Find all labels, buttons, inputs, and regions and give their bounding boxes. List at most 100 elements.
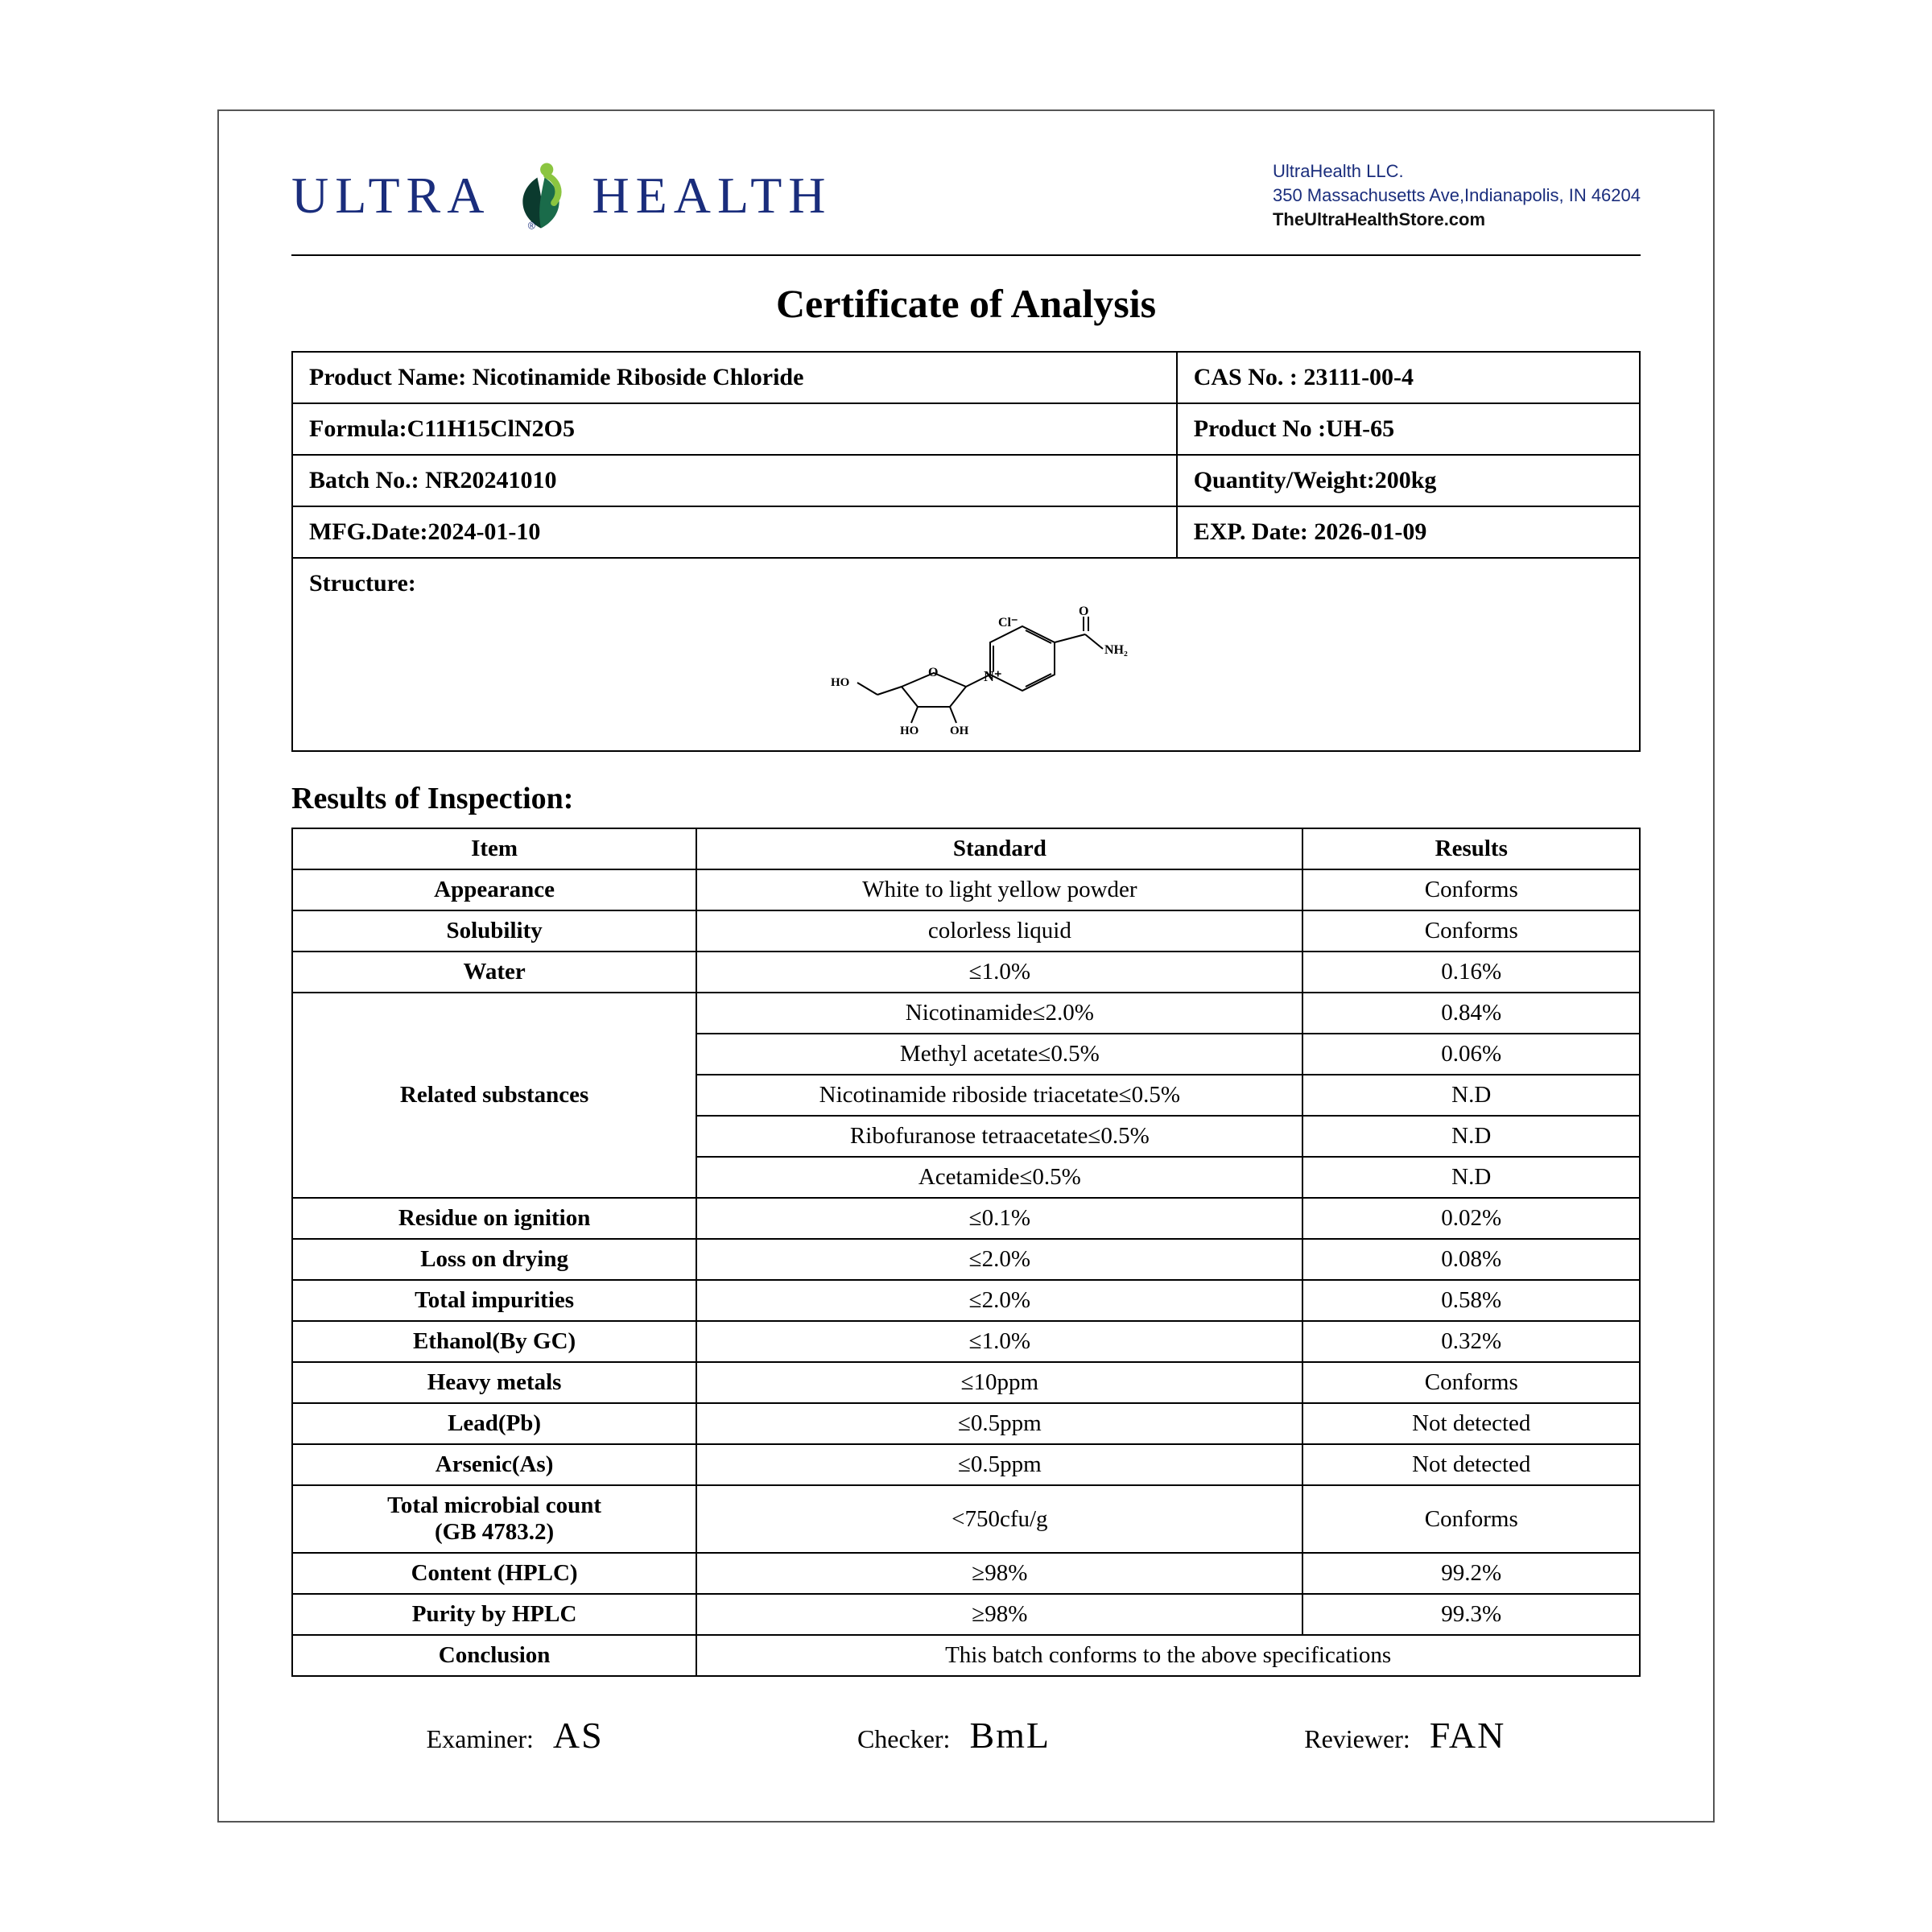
formula-cell: Formula:C11H15ClN2O5 — [292, 403, 1177, 455]
table-cell: ≥98% — [696, 1553, 1302, 1594]
table-cell: ≤2.0% — [696, 1280, 1302, 1321]
table-cell: 0.84% — [1302, 993, 1640, 1034]
structure-cell: Structure: N⁺ — [292, 558, 1640, 751]
leaf-icon: ® — [505, 159, 577, 232]
company-url: TheUltraHealthStore.com — [1273, 208, 1641, 232]
table-row: Related substancesNicotinamide≤2.0%0.84% — [292, 993, 1640, 1034]
logo-block: ULTRA ® HEALTH — [291, 159, 832, 232]
table-cell: 0.32% — [1302, 1321, 1640, 1362]
table-cell: N.D — [1302, 1075, 1640, 1116]
table-cell: Content (HPLC) — [292, 1553, 696, 1594]
table-cell: ≤0.5ppm — [696, 1444, 1302, 1485]
table-cell: Ribofuranose tetraacetate≤0.5% — [696, 1116, 1302, 1157]
molecule-structure-icon: N⁺ O NH₂ Cl⁻ O — [781, 602, 1151, 739]
checker-label: Checker: — [857, 1724, 951, 1754]
table-cell: 0.06% — [1302, 1034, 1640, 1075]
table-row: ConclusionThis batch conforms to the abo… — [292, 1635, 1640, 1676]
table-cell: Not detected — [1302, 1403, 1640, 1444]
table-cell: ≤0.1% — [696, 1198, 1302, 1239]
table-cell: 0.02% — [1302, 1198, 1640, 1239]
table-cell: Nicotinamide≤2.0% — [696, 993, 1302, 1034]
table-cell: Total impurities — [292, 1280, 696, 1321]
company-info: UltraHealth LLC. 350 Massachusetts Ave,I… — [1273, 159, 1641, 231]
table-cell: <750cfu/g — [696, 1485, 1302, 1553]
col-item: Item — [292, 828, 696, 869]
table-cell: Heavy metals — [292, 1362, 696, 1403]
svg-text:HO: HO — [831, 676, 849, 689]
table-cell: ≤1.0% — [696, 1321, 1302, 1362]
table-row: Heavy metals≤10ppmConforms — [292, 1362, 1640, 1403]
svg-text:Cl⁻: Cl⁻ — [998, 616, 1018, 630]
table-row: AppearanceWhite to light yellow powderCo… — [292, 869, 1640, 910]
batch-cell: Batch No.: NR20241010 — [292, 455, 1177, 506]
table-row: Content (HPLC)≥98%99.2% — [292, 1553, 1640, 1594]
table-cell: Lead(Pb) — [292, 1403, 696, 1444]
table-row: Residue on ignition≤0.1%0.02% — [292, 1198, 1640, 1239]
certificate-title: Certificate of Analysis — [291, 280, 1641, 327]
signatures-row: Examiner: AS Checker: BmL Reviewer: FAN — [291, 1677, 1641, 1765]
exp-cell: EXP. Date: 2026-01-09 — [1177, 506, 1640, 558]
table-row: Purity by HPLC≥98%99.3% — [292, 1594, 1640, 1635]
table-row: Total microbial count(GB 4783.2)<750cfu/… — [292, 1485, 1640, 1553]
examiner-signature: AS — [553, 1714, 604, 1757]
header-rule — [291, 254, 1641, 256]
table-cell: 0.16% — [1302, 952, 1640, 993]
logo-word-health: HEALTH — [592, 166, 832, 225]
results-header-row: Item Standard Results — [292, 828, 1640, 869]
table-cell: ≤1.0% — [696, 952, 1302, 993]
table-cell: Loss on drying — [292, 1239, 696, 1280]
product-no-cell: Product No :UH-65 — [1177, 403, 1640, 455]
table-cell: ≤10ppm — [696, 1362, 1302, 1403]
table-cell: Conforms — [1302, 1362, 1640, 1403]
table-cell: 0.08% — [1302, 1239, 1640, 1280]
table-cell: Ethanol(By GC) — [292, 1321, 696, 1362]
table-cell: Related substances — [292, 993, 696, 1198]
examiner-label: Examiner: — [427, 1724, 534, 1754]
table-cell: Conclusion — [292, 1635, 696, 1676]
svg-text:®: ® — [528, 220, 536, 231]
certificate-page: ULTRA ® HEALTH UltraHealth LLC. 350 Mass… — [217, 109, 1715, 1823]
results-table: Item Standard Results AppearanceWhite to… — [291, 828, 1641, 1677]
table-row: Ethanol(By GC)≤1.0%0.32% — [292, 1321, 1640, 1362]
table-cell: N.D — [1302, 1116, 1640, 1157]
examiner-group: Examiner: AS — [427, 1714, 604, 1757]
table-cell: 99.2% — [1302, 1553, 1640, 1594]
table-cell: Water — [292, 952, 696, 993]
table-cell: Residue on ignition — [292, 1198, 696, 1239]
table-cell: Not detected — [1302, 1444, 1640, 1485]
table-cell: Conforms — [1302, 869, 1640, 910]
table-cell: Purity by HPLC — [292, 1594, 696, 1635]
product-name-cell: Product Name: Nicotinamide Riboside Chlo… — [292, 352, 1177, 403]
table-cell: Appearance — [292, 869, 696, 910]
col-results: Results — [1302, 828, 1640, 869]
table-cell: Total microbial count(GB 4783.2) — [292, 1485, 696, 1553]
table-row: Total impurities≤2.0%0.58% — [292, 1280, 1640, 1321]
table-cell: Acetamide≤0.5% — [696, 1157, 1302, 1198]
reviewer-group: Reviewer: FAN — [1304, 1714, 1505, 1757]
mfg-cell: MFG.Date:2024-01-10 — [292, 506, 1177, 558]
table-row: Solubilitycolorless liquidConforms — [292, 910, 1640, 952]
table-cell: White to light yellow powder — [696, 869, 1302, 910]
table-cell: 0.58% — [1302, 1280, 1640, 1321]
svg-text:O: O — [928, 666, 938, 679]
company-name: UltraHealth LLC. — [1273, 159, 1641, 184]
cas-cell: CAS No. : 23111-00-4 — [1177, 352, 1640, 403]
company-address: 350 Massachusetts Ave,Indianapolis, IN 4… — [1273, 184, 1641, 208]
reviewer-signature: FAN — [1430, 1714, 1506, 1757]
table-cell: Conforms — [1302, 1485, 1640, 1553]
table-cell: N.D — [1302, 1157, 1640, 1198]
header: ULTRA ® HEALTH UltraHealth LLC. 350 Mass… — [291, 159, 1641, 254]
qty-cell: Quantity/Weight:200kg — [1177, 455, 1640, 506]
table-cell: This batch conforms to the above specifi… — [696, 1635, 1640, 1676]
col-standard: Standard — [696, 828, 1302, 869]
table-row: Arsenic(As)≤0.5ppmNot detected — [292, 1444, 1640, 1485]
table-cell: ≤2.0% — [696, 1239, 1302, 1280]
svg-text:HO: HO — [900, 724, 919, 737]
table-cell: Solubility — [292, 910, 696, 952]
svg-text:OH: OH — [950, 724, 969, 737]
structure-label: Structure: — [309, 570, 1623, 597]
table-cell: Arsenic(As) — [292, 1444, 696, 1485]
table-cell: Conforms — [1302, 910, 1640, 952]
svg-text:NH₂: NH₂ — [1104, 643, 1128, 657]
table-cell: Methyl acetate≤0.5% — [696, 1034, 1302, 1075]
